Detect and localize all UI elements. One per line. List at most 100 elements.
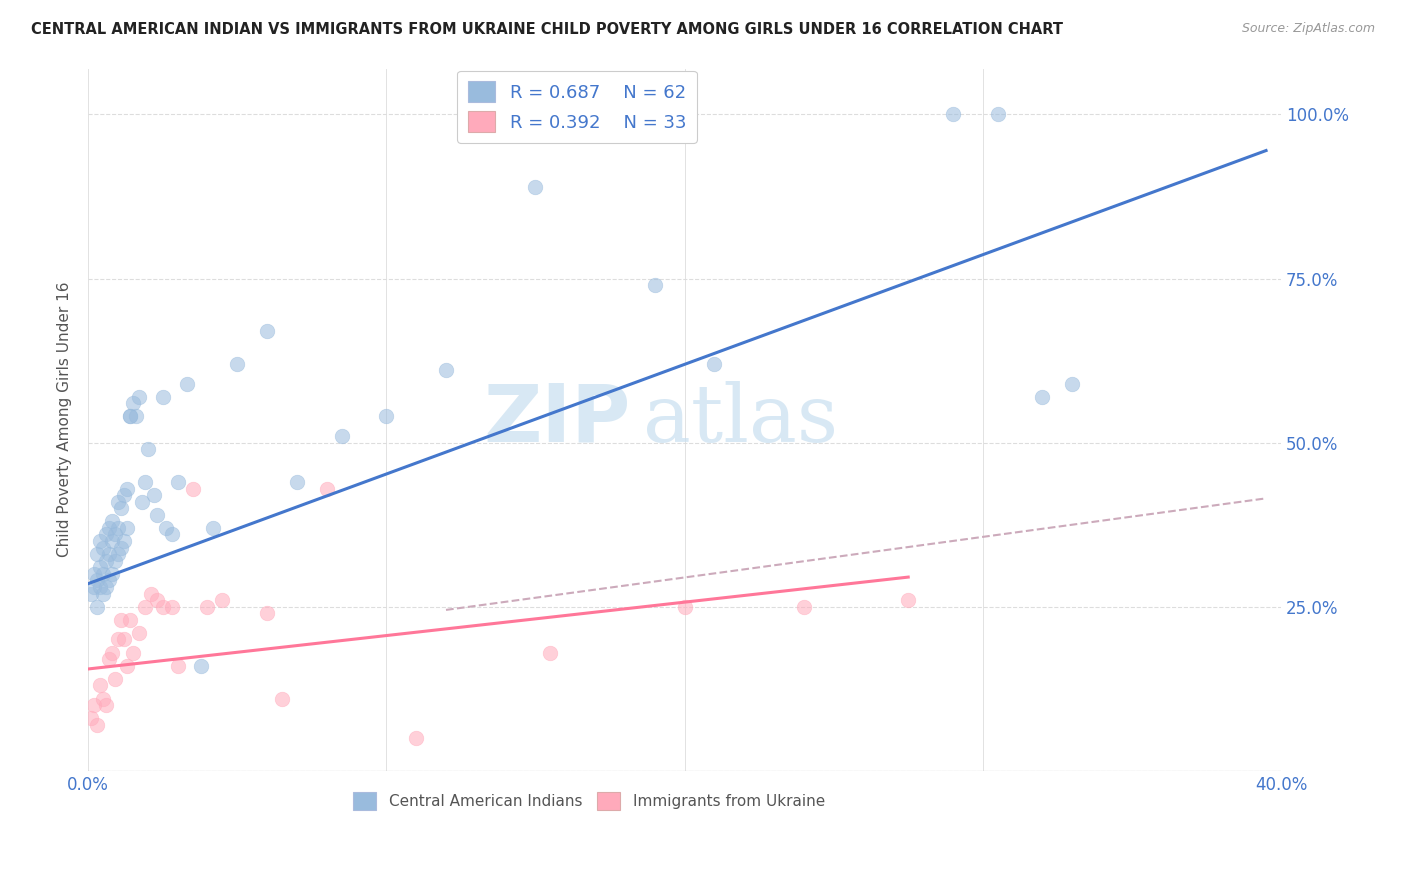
Text: ZIP: ZIP (484, 381, 631, 458)
Point (131, 494, 153, 508)
Point (98, 547, 121, 561)
Point (434, 363, 457, 377)
Text: CENTRAL AMERICAN INDIAN VS IMMIGRANTS FROM UKRAINE CHILD POVERTY AMONG GIRLS UND: CENTRAL AMERICAN INDIAN VS IMMIGRANTS FR… (31, 22, 1063, 37)
Y-axis label: Child Poverty Among Girls Under 16: Child Poverty Among Girls Under 16 (58, 282, 72, 558)
Point (1031, 390, 1053, 404)
Point (104, 554, 127, 568)
Point (181, 482, 204, 496)
Point (107, 547, 129, 561)
Text: Source: ZipAtlas.com: Source: ZipAtlas.com (1241, 22, 1375, 36)
Point (145, 508, 167, 522)
Point (155, 521, 177, 535)
Point (107, 632, 129, 647)
Point (83, 580, 105, 594)
Point (271, 691, 294, 706)
Point (134, 599, 156, 614)
Point (142, 488, 165, 502)
Point (115, 658, 138, 673)
Point (89, 678, 111, 692)
Point (152, 599, 174, 614)
Point (104, 672, 127, 686)
Point (1062, 376, 1084, 391)
Point (101, 646, 124, 660)
Point (101, 514, 124, 528)
Point (107, 521, 129, 535)
Point (110, 613, 132, 627)
Point (98, 521, 121, 535)
Point (115, 482, 138, 496)
Point (107, 494, 129, 508)
Point (673, 599, 696, 614)
Point (94, 580, 117, 594)
Point (152, 390, 174, 404)
Point (91, 586, 114, 600)
Point (86, 547, 108, 561)
Point (202, 521, 225, 535)
Point (330, 429, 353, 443)
Point (122, 646, 145, 660)
Point (118, 409, 141, 424)
Point (110, 541, 132, 555)
Point (897, 593, 920, 607)
Point (89, 534, 111, 549)
Point (644, 278, 666, 293)
Point (91, 691, 114, 706)
Point (94, 527, 117, 541)
Point (94, 698, 117, 712)
Point (80, 711, 103, 725)
Point (145, 593, 167, 607)
Legend: Central American Indians, Immigrants from Ukraine: Central American Indians, Immigrants fro… (347, 786, 831, 815)
Point (83, 698, 105, 712)
Point (98, 652, 121, 666)
Point (112, 632, 135, 647)
Point (112, 534, 135, 549)
Point (104, 527, 127, 541)
Point (86, 599, 108, 614)
Point (166, 658, 188, 673)
Point (538, 646, 561, 660)
Point (89, 560, 111, 574)
Text: atlas: atlas (643, 381, 838, 458)
Point (256, 324, 278, 338)
Point (176, 376, 198, 391)
Point (89, 580, 111, 594)
Point (793, 599, 815, 614)
Point (166, 475, 188, 489)
Point (136, 442, 159, 457)
Point (91, 566, 114, 581)
Point (256, 606, 278, 620)
Point (101, 534, 124, 549)
Point (285, 475, 308, 489)
Point (405, 731, 427, 745)
Point (139, 586, 162, 600)
Point (211, 593, 233, 607)
Point (86, 717, 108, 731)
Point (128, 390, 150, 404)
Point (226, 357, 249, 371)
Point (315, 482, 337, 496)
Point (98, 574, 121, 588)
Point (83, 566, 105, 581)
Point (703, 357, 725, 371)
Point (118, 613, 141, 627)
Point (160, 527, 183, 541)
Point (115, 521, 138, 535)
Point (160, 599, 183, 614)
Point (118, 409, 141, 424)
Point (375, 409, 398, 424)
Point (101, 566, 124, 581)
Point (86, 574, 108, 588)
Point (197, 599, 219, 614)
Point (125, 409, 148, 424)
Point (134, 475, 156, 489)
Point (987, 107, 1010, 121)
Point (524, 179, 547, 194)
Point (94, 554, 117, 568)
Point (942, 107, 965, 121)
Point (122, 396, 145, 410)
Point (80, 586, 103, 600)
Point (91, 541, 114, 555)
Point (112, 488, 135, 502)
Point (110, 501, 132, 516)
Point (128, 626, 150, 640)
